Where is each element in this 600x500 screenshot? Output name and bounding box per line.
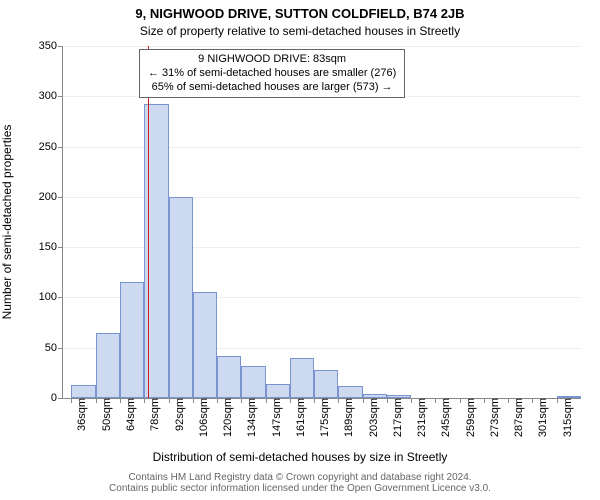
grid-line [63, 247, 581, 248]
grid-line [63, 197, 581, 198]
histogram-bar [266, 384, 290, 398]
footer-line-2: Contains public sector information licen… [0, 483, 600, 494]
x-tick-label: 203sqm [366, 398, 380, 437]
x-tick-label: 120sqm [220, 398, 234, 437]
y-tick-label: 50 [45, 342, 63, 354]
x-tick [484, 398, 485, 403]
x-tick [241, 398, 242, 403]
x-tick [96, 398, 97, 403]
x-tick-label: 78sqm [147, 398, 161, 431]
x-tick-label: 217sqm [390, 398, 404, 437]
y-tick-label: 100 [39, 291, 63, 303]
histogram-bar [290, 358, 314, 398]
footer-line-1: Contains HM Land Registry data © Crown c… [0, 472, 600, 483]
annotation-line: 65% of semi-detached houses are larger (… [148, 81, 396, 95]
y-tick-label: 150 [39, 241, 63, 253]
x-tick [508, 398, 509, 403]
chart-subtitle: Size of property relative to semi-detach… [0, 24, 600, 38]
histogram-bar [169, 197, 193, 398]
grid-line [63, 46, 581, 47]
y-tick-label: 200 [39, 191, 63, 203]
histogram-bar [338, 386, 362, 398]
x-tick-label: 134sqm [244, 398, 258, 437]
x-tick [120, 398, 121, 403]
x-tick [557, 398, 558, 403]
histogram-bar [71, 385, 95, 398]
x-tick-label: 175sqm [317, 398, 331, 437]
x-tick [532, 398, 533, 403]
x-tick-label: 36sqm [74, 398, 88, 431]
annotation-line: 9 NIGHWOOD DRIVE: 83sqm [148, 53, 396, 67]
histogram-bar [193, 292, 217, 398]
x-tick-label: 287sqm [511, 398, 525, 437]
x-tick-label: 231sqm [414, 398, 428, 437]
footer-attribution: Contains HM Land Registry data © Crown c… [0, 472, 600, 494]
y-tick-label: 0 [51, 392, 63, 404]
x-tick [435, 398, 436, 403]
x-tick-label: 189sqm [341, 398, 355, 437]
x-tick-label: 147sqm [269, 398, 283, 437]
x-tick [71, 398, 72, 403]
annotation-line: ← 31% of semi-detached houses are smalle… [148, 67, 396, 81]
x-axis-label: Distribution of semi-detached houses by … [0, 450, 600, 464]
x-tick-label: 315sqm [560, 398, 574, 437]
histogram-bar [314, 370, 338, 398]
property-marker-line [148, 46, 149, 398]
histogram-bar [217, 356, 241, 398]
x-tick [193, 398, 194, 403]
x-tick-label: 301sqm [535, 398, 549, 437]
x-tick [144, 398, 145, 403]
x-tick [169, 398, 170, 403]
y-tick-label: 250 [39, 141, 63, 153]
x-tick-label: 161sqm [293, 398, 307, 437]
x-tick-label: 92sqm [172, 398, 186, 431]
x-tick-label: 50sqm [99, 398, 113, 431]
x-tick [290, 398, 291, 403]
x-tick [363, 398, 364, 403]
histogram-bar [120, 282, 144, 398]
histogram-bar [241, 366, 265, 398]
x-tick [266, 398, 267, 403]
histogram-bar [96, 333, 120, 398]
x-tick-label: 106sqm [196, 398, 210, 437]
grid-line [63, 147, 581, 148]
x-tick [460, 398, 461, 403]
y-tick-label: 300 [39, 90, 63, 102]
chart-title: 9, NIGHWOOD DRIVE, SUTTON COLDFIELD, B74… [0, 6, 600, 21]
annotation-box: 9 NIGHWOOD DRIVE: 83sqm← 31% of semi-det… [139, 49, 405, 98]
x-tick [387, 398, 388, 403]
y-tick-label: 350 [39, 40, 63, 52]
x-tick-label: 273sqm [487, 398, 501, 437]
x-tick [217, 398, 218, 403]
x-tick [338, 398, 339, 403]
x-tick [314, 398, 315, 403]
x-tick-label: 64sqm [123, 398, 137, 431]
x-tick-label: 259sqm [463, 398, 477, 437]
x-tick [411, 398, 412, 403]
x-tick-label: 245sqm [438, 398, 452, 437]
histogram-plot: 05010015020025030035036sqm50sqm64sqm78sq… [62, 46, 581, 399]
y-axis-label: Number of semi-detached properties [0, 125, 14, 320]
